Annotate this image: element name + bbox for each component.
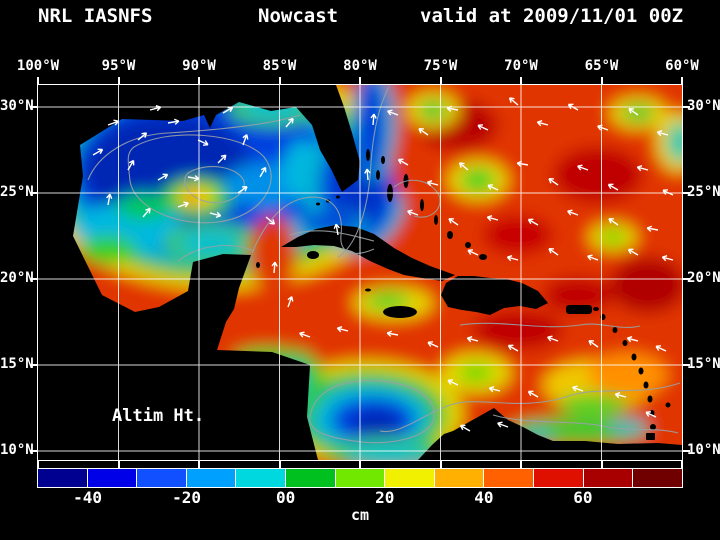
lon-tick-bottom-5 bbox=[439, 461, 442, 468]
page-title-model: NRL IASNFS bbox=[38, 5, 153, 27]
colorbar-tick-label-2: 00 bbox=[276, 488, 296, 507]
lat-label-right-4: 10°N bbox=[687, 442, 720, 458]
lon-label-3: 85°W bbox=[262, 58, 297, 74]
land-south-america bbox=[418, 408, 682, 460]
lat-label-left-0: 30°N bbox=[0, 98, 34, 114]
lat-label-right-3: 15°N bbox=[687, 356, 720, 372]
land-isle-of-youth bbox=[307, 251, 319, 259]
lon-tick-top-5 bbox=[439, 77, 442, 84]
colorbar-segment-7 bbox=[385, 469, 434, 487]
lon-tick-top-3 bbox=[278, 77, 281, 84]
lon-tick-top-4 bbox=[359, 77, 361, 84]
colorbar-units-label: cm bbox=[350, 506, 370, 524]
lon-tick-bottom-8 bbox=[681, 461, 683, 468]
colorbar-segment-5 bbox=[286, 469, 335, 487]
colorbar-segment-0 bbox=[38, 469, 87, 487]
lon-tick-top-2 bbox=[198, 77, 200, 84]
map-plot-area bbox=[37, 84, 683, 461]
colorbar-segment-12 bbox=[633, 469, 682, 487]
lon-label-1: 95°W bbox=[101, 58, 136, 74]
colorbar-tick-label-0: -40 bbox=[73, 488, 102, 507]
lat-tick-left-2 bbox=[30, 278, 37, 280]
lon-tick-bottom-1 bbox=[117, 461, 120, 468]
land-jamaica bbox=[383, 306, 417, 318]
colorbar-tick-label-3: 20 bbox=[375, 488, 395, 507]
lat-label-right-0: 30°N bbox=[687, 98, 720, 114]
lon-label-0: 100°W bbox=[16, 58, 60, 74]
lon-tick-top-0 bbox=[37, 77, 39, 84]
lon-tick-bottom-3 bbox=[278, 461, 281, 468]
lat-tick-right-0 bbox=[683, 106, 690, 108]
lon-label-2: 90°W bbox=[182, 58, 216, 74]
colorbar-segment-8 bbox=[434, 469, 484, 487]
lon-tick-top-6 bbox=[520, 77, 522, 84]
lon-tick-top-1 bbox=[117, 77, 120, 84]
lat-tick-left-1 bbox=[30, 192, 37, 194]
colorbar-tick-label-5: 60 bbox=[573, 488, 593, 507]
lat-tick-right-2 bbox=[683, 278, 690, 280]
colorbar-segment-10 bbox=[534, 469, 583, 487]
lon-tick-top-8 bbox=[681, 77, 683, 84]
colorbar-segment-11 bbox=[583, 469, 633, 487]
lat-tick-right-1 bbox=[683, 192, 690, 194]
land-puerto-rico bbox=[566, 305, 592, 314]
lon-label-6: 70°W bbox=[504, 58, 538, 74]
colorbar-segment-4 bbox=[236, 469, 286, 487]
lat-label-left-2: 20°N bbox=[0, 270, 34, 286]
lat-tick-right-3 bbox=[683, 364, 690, 366]
lon-label-8: 60°W bbox=[665, 58, 699, 74]
lon-tick-bottom-0 bbox=[37, 461, 39, 468]
page-title-valid-time: valid at 2009/11/01 00Z bbox=[420, 5, 684, 27]
lon-tick-bottom-7 bbox=[600, 461, 603, 468]
colorbar-segment-9 bbox=[484, 469, 534, 487]
lon-tick-top-7 bbox=[600, 77, 603, 84]
lat-label-right-2: 20°N bbox=[687, 270, 720, 286]
lat-label-right-1: 25°N bbox=[687, 184, 720, 200]
colorbar-segment-1 bbox=[87, 469, 137, 487]
lat-tick-left-0 bbox=[30, 106, 37, 108]
colorbar-segment-3 bbox=[186, 469, 236, 487]
lat-tick-left-4 bbox=[30, 450, 37, 452]
lon-label-7: 65°W bbox=[584, 58, 619, 74]
land-cuba bbox=[281, 225, 455, 281]
land-lesser-antilles bbox=[600, 314, 671, 440]
land-small-islands bbox=[256, 195, 599, 311]
lat-label-left-3: 15°N bbox=[0, 356, 34, 372]
colorbar-segment-2 bbox=[137, 469, 186, 487]
lat-tick-right-4 bbox=[683, 450, 690, 452]
grid-lines bbox=[38, 85, 682, 460]
lon-tick-bottom-6 bbox=[520, 461, 522, 468]
lon-label-4: 80°W bbox=[343, 58, 377, 74]
height-contours bbox=[87, 86, 681, 444]
page-title-product: Nowcast bbox=[258, 5, 339, 27]
lat-tick-left-3 bbox=[30, 364, 37, 366]
lon-tick-bottom-4 bbox=[359, 461, 361, 468]
altimeter-height-map bbox=[38, 85, 682, 460]
lat-label-left-1: 25°N bbox=[0, 184, 34, 200]
lon-label-5: 75°W bbox=[423, 58, 458, 74]
colorbar bbox=[37, 468, 683, 488]
lat-label-left-4: 10°N bbox=[0, 442, 34, 458]
colorbar-tick-label-4: 40 bbox=[474, 488, 494, 507]
colorbar-segment-6 bbox=[335, 469, 385, 487]
lon-tick-bottom-2 bbox=[198, 461, 200, 468]
map-annotation: Altim Ht. bbox=[112, 406, 205, 426]
colorbar-tick-label-1: -20 bbox=[172, 488, 202, 507]
